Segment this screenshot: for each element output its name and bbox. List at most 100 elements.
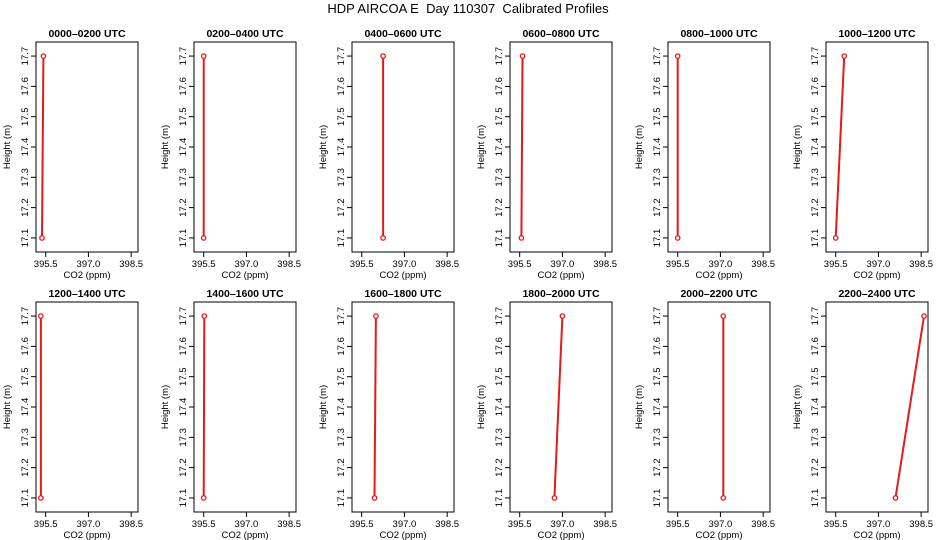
y-tick-label: 17.7 <box>810 307 821 326</box>
y-tick-label: 17.2 <box>810 458 821 477</box>
y-tick-label: 17.7 <box>652 47 663 66</box>
y-tick-label: 17.6 <box>336 77 347 96</box>
y-tick-label: 17.7 <box>336 47 347 66</box>
y-tick-label: 17.2 <box>336 458 347 477</box>
panel-title: 1600–1800 UTC <box>364 288 441 300</box>
x-tick-label: 397.0 <box>867 519 891 530</box>
y-tick-label: 17.3 <box>178 168 189 187</box>
x-tick-label: 395.5 <box>508 519 532 530</box>
y-tick-label: 17.5 <box>810 367 821 386</box>
panel-title: 0600–0800 UTC <box>522 28 599 40</box>
y-tick-label: 17.1 <box>810 489 821 508</box>
x-axis-label: CO2 (ppm) <box>380 270 427 281</box>
panel-title: 1800–2000 UTC <box>522 288 599 300</box>
panel-title: 2200–2400 UTC <box>838 288 915 300</box>
y-tick-label: 17.3 <box>336 168 347 187</box>
x-tick-label: 398.5 <box>751 519 775 530</box>
panel-frame <box>509 41 613 253</box>
x-tick-label: 395.5 <box>192 259 216 270</box>
y-tick-label: 17.3 <box>810 168 821 187</box>
y-tick-label: 17.3 <box>494 168 505 187</box>
x-tick-label: 397.0 <box>393 259 417 270</box>
y-tick-label: 17.5 <box>494 107 505 126</box>
y-tick-label: 17.1 <box>178 229 189 248</box>
y-tick-label: 17.7 <box>178 307 189 326</box>
x-tick-label: 398.5 <box>593 259 617 270</box>
x-axis-label: CO2 (ppm) <box>380 530 427 540</box>
y-tick-label: 17.5 <box>20 367 31 386</box>
y-tick-label: 17.7 <box>494 47 505 66</box>
profile-point <box>674 235 681 241</box>
y-axis-label: Height (m) <box>792 125 803 169</box>
panel-title: 1400–1600 UTC <box>206 288 283 300</box>
y-tick-label: 17.2 <box>178 198 189 217</box>
y-axis-label: Height (m) <box>2 385 13 429</box>
x-tick-label: 398.5 <box>751 259 775 270</box>
y-tick-label: 17.5 <box>810 107 821 126</box>
y-tick-label: 17.6 <box>20 337 31 356</box>
profile-point <box>551 495 558 501</box>
y-axis-label: Height (m) <box>318 385 329 429</box>
profile-point <box>200 495 207 501</box>
y-tick-label: 17.4 <box>494 138 505 157</box>
y-tick-label: 17.7 <box>20 47 31 66</box>
y-tick-label: 17.3 <box>810 428 821 447</box>
x-tick-label: 398.5 <box>119 519 143 530</box>
profile-point <box>373 313 379 319</box>
y-axis-label: Height (m) <box>160 125 171 169</box>
x-tick-label: 397.0 <box>709 259 733 270</box>
profile-line <box>373 316 377 498</box>
y-tick-label: 17.2 <box>20 198 31 217</box>
panel-frame <box>667 41 771 253</box>
y-tick-label: 17.1 <box>336 229 347 248</box>
x-tick-label: 397.0 <box>235 519 259 530</box>
x-tick-label: 398.5 <box>909 259 933 270</box>
y-tick-label: 17.4 <box>810 138 821 157</box>
x-axis-label: CO2 (ppm) <box>854 270 901 281</box>
panel-title: 0000–0200 UTC <box>48 28 125 40</box>
panel-title: 1200–1400 UTC <box>48 288 125 300</box>
x-tick-label: 397.0 <box>709 519 733 530</box>
y-tick-label: 17.1 <box>652 489 663 508</box>
y-tick-label: 17.1 <box>20 229 31 248</box>
y-axis-label: Height (m) <box>160 385 171 429</box>
x-tick-label: 397.0 <box>867 259 891 270</box>
y-tick-label: 17.7 <box>652 307 663 326</box>
y-tick-label: 17.7 <box>494 307 505 326</box>
y-tick-label: 17.6 <box>810 337 821 356</box>
x-axis-label: CO2 (ppm) <box>538 270 585 281</box>
y-axis-label: Height (m) <box>634 385 645 429</box>
y-tick-label: 17.2 <box>336 198 347 217</box>
y-tick-label: 17.6 <box>652 77 663 96</box>
panel-frame <box>667 301 771 513</box>
x-tick-label: 395.5 <box>666 519 690 530</box>
profile-point <box>38 495 44 501</box>
panel-frame <box>193 41 297 253</box>
x-tick-label: 398.5 <box>435 519 459 530</box>
y-tick-label: 17.3 <box>336 428 347 447</box>
y-tick-label: 17.3 <box>652 168 663 187</box>
y-tick-label: 17.3 <box>494 428 505 447</box>
profile-point <box>559 313 566 319</box>
profile-point <box>371 495 378 501</box>
profile-point <box>200 53 207 59</box>
panel-title: 0200–0400 UTC <box>206 28 283 40</box>
panel-frame <box>825 301 929 513</box>
x-tick-label: 395.5 <box>34 259 58 270</box>
profile-line <box>834 56 846 238</box>
profile-point <box>201 313 208 319</box>
y-tick-label: 17.1 <box>494 229 505 248</box>
y-tick-label: 17.1 <box>494 489 505 508</box>
y-tick-label: 17.7 <box>20 307 31 326</box>
y-axis-label: Height (m) <box>476 125 487 169</box>
profile-point <box>921 313 927 319</box>
x-tick-label: 397.0 <box>77 259 101 270</box>
y-tick-label: 17.3 <box>20 428 31 447</box>
y-tick-label: 17.4 <box>178 138 189 157</box>
y-tick-label: 17.6 <box>20 77 31 96</box>
profile-point <box>674 53 681 59</box>
y-tick-label: 17.4 <box>178 398 189 417</box>
y-tick-label: 17.6 <box>652 337 663 356</box>
profile-point <box>519 53 526 59</box>
